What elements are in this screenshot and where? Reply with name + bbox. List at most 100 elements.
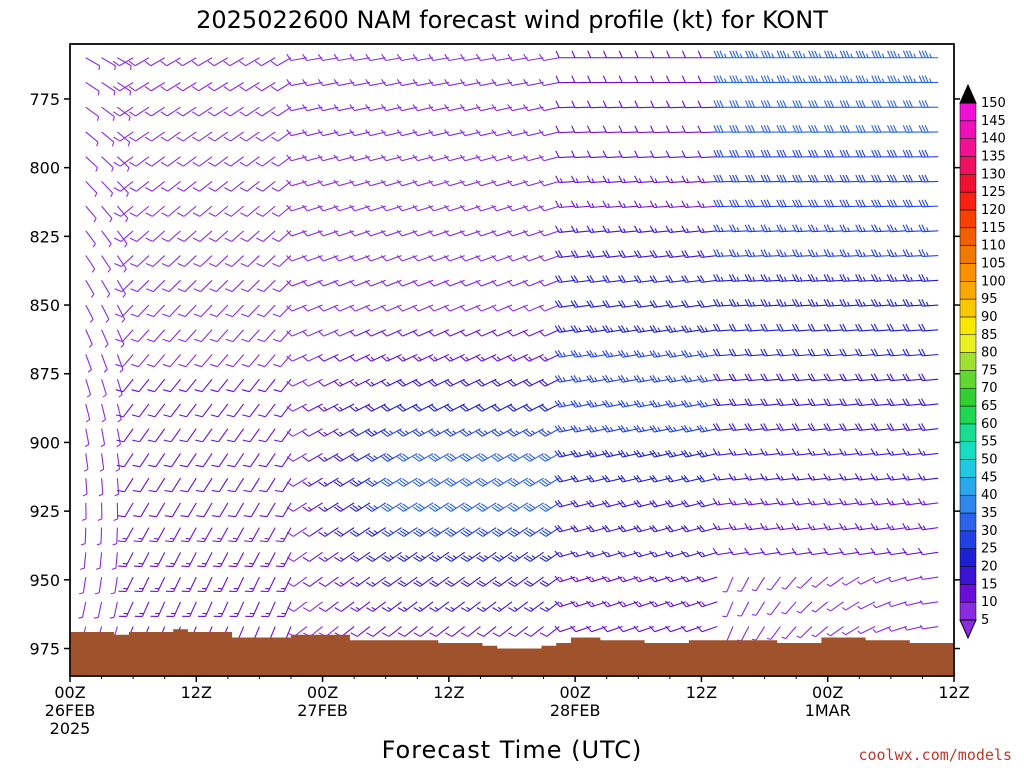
wind-barb (192, 156, 213, 167)
colorbar-label: 15 (981, 577, 998, 592)
wind-barb (841, 601, 860, 611)
wind-barb (163, 403, 181, 418)
wind-barb (634, 125, 655, 134)
wind-barb (776, 199, 797, 208)
wind-barb (459, 378, 481, 387)
colorbar-label: 40 (981, 488, 998, 503)
wind-barb (148, 453, 166, 468)
wind-barb (697, 175, 718, 184)
wind-barb (902, 398, 923, 407)
wind-barb (538, 154, 560, 162)
wind-barb (117, 477, 134, 493)
wind-barb (586, 424, 607, 433)
wind-barb (380, 104, 402, 112)
wind-barb (633, 575, 655, 583)
wind-barb (680, 575, 702, 583)
wind-barb (491, 78, 513, 87)
wind-barb (791, 298, 812, 307)
wind-barb (444, 179, 465, 187)
wind-barb (116, 428, 121, 448)
wind-barb (85, 329, 93, 348)
wind-barb (871, 199, 891, 208)
wind-barb (633, 275, 655, 283)
wind-barb (350, 626, 371, 637)
wind-barb (78, 601, 87, 619)
wind-barb (366, 626, 387, 637)
wind-barb (208, 156, 229, 167)
wind-barb (333, 53, 355, 62)
wind-barb (823, 298, 844, 307)
wind-barb (571, 125, 591, 134)
wind-barb (760, 473, 781, 481)
wind-barb (650, 50, 670, 59)
wind-barb (475, 452, 497, 462)
wind-barb (507, 204, 528, 212)
wind-barb (81, 502, 87, 521)
wind-barb (350, 551, 371, 562)
wind-barb (681, 225, 702, 233)
wind-barb (491, 452, 513, 462)
wind-barb (555, 225, 576, 233)
wind-barb (886, 249, 907, 258)
wind-barb (681, 75, 702, 84)
wind-barb (776, 373, 797, 382)
wind-barb (459, 204, 481, 212)
wind-barb (760, 124, 781, 133)
wind-barb (776, 100, 797, 108)
wind-barb (886, 224, 907, 233)
wind-barb (872, 576, 892, 584)
wind-barb (286, 452, 308, 462)
wind-barb (823, 50, 844, 59)
wind-barb (776, 174, 797, 183)
wind-barb (428, 104, 449, 112)
colorbar-label: 45 (981, 470, 998, 485)
wind-barb (428, 78, 449, 87)
wind-barb (886, 522, 907, 531)
wind-barb (781, 626, 797, 640)
wind-barb (538, 229, 560, 237)
wind-barb (587, 75, 607, 84)
wind-barb (116, 181, 129, 198)
wind-barb (223, 106, 244, 117)
wind-barb (272, 329, 292, 343)
wind-barb (697, 100, 718, 109)
wind-barb (554, 625, 576, 633)
wind-barb (228, 552, 245, 568)
wind-barb (444, 354, 465, 362)
wind-barb (602, 150, 623, 159)
wind-barb (181, 576, 197, 593)
wind-barb (117, 527, 134, 543)
wind-barb (791, 348, 812, 357)
wind-barb (272, 279, 292, 293)
wind-barb (492, 551, 513, 562)
wind-barb (301, 179, 323, 187)
wind-barb (302, 428, 323, 437)
wind-barb (823, 149, 844, 158)
wind-barb (902, 100, 923, 108)
wind-barb (796, 576, 813, 589)
wind-barb (826, 601, 844, 612)
wind-barb (271, 180, 292, 192)
wind-barb (412, 104, 434, 112)
wind-barb (507, 104, 528, 112)
wind-barb (397, 551, 418, 562)
wind-barb (507, 354, 529, 362)
wind-barb (823, 522, 844, 531)
wind-barb (176, 57, 197, 67)
wind-barb (115, 378, 134, 393)
wind-barb (855, 174, 876, 183)
wind-barb (918, 224, 939, 233)
wind-barb (381, 551, 402, 562)
wind-barb (333, 204, 355, 212)
wind-barb (99, 453, 105, 472)
wind-barb (618, 275, 639, 283)
wind-barb (823, 174, 844, 183)
x-tick-label: 12Z (938, 683, 969, 702)
wind-barb (855, 124, 876, 133)
wind-barb (839, 423, 860, 431)
wind-barb (259, 502, 276, 518)
wind-barb (728, 323, 749, 332)
wind-barb (696, 300, 718, 308)
wind-barb (870, 373, 891, 382)
wind-barb (854, 547, 876, 556)
